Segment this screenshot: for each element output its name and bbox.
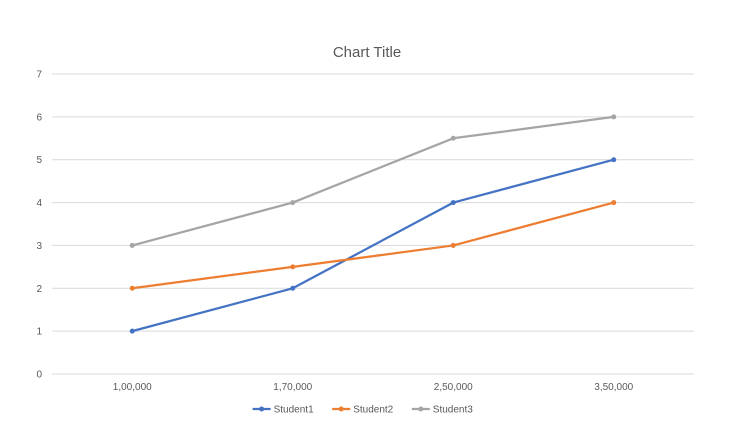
y-tick-label: 6 bbox=[36, 112, 42, 123]
chart-title: Chart Title bbox=[333, 44, 401, 61]
x-tick-label: 2,50,000 bbox=[434, 382, 473, 393]
x-tick-label: 3,50,000 bbox=[594, 382, 633, 393]
legend-label: Student3 bbox=[433, 405, 473, 416]
legend-swatch-marker bbox=[259, 406, 265, 412]
series-student3 bbox=[129, 114, 617, 248]
series-lines bbox=[129, 114, 617, 334]
gridlines bbox=[52, 73, 694, 375]
legend: Student1 Student2 Student3 bbox=[252, 405, 473, 416]
data-point bbox=[611, 200, 617, 206]
legend-item: Student3 bbox=[411, 405, 473, 416]
data-point bbox=[290, 285, 296, 291]
series-line bbox=[131, 115, 615, 247]
y-tick-label: 3 bbox=[36, 241, 42, 252]
legend-item: Student2 bbox=[332, 405, 394, 416]
x-tick-label: 1,70,000 bbox=[273, 382, 312, 393]
y-tick-label: 1 bbox=[36, 327, 42, 338]
data-point bbox=[611, 157, 617, 163]
data-point bbox=[129, 328, 135, 334]
y-tick-label: 4 bbox=[36, 198, 42, 209]
legend-swatch-marker bbox=[418, 406, 424, 412]
y-tick-label: 7 bbox=[36, 70, 42, 81]
series-line bbox=[131, 158, 615, 333]
x-tick-label: 1,00,000 bbox=[113, 382, 152, 393]
legend-swatch-marker bbox=[338, 406, 344, 412]
series-student1 bbox=[129, 157, 617, 334]
data-point bbox=[450, 200, 456, 206]
data-point bbox=[290, 200, 296, 206]
y-tick-label: 0 bbox=[36, 370, 42, 381]
data-point bbox=[450, 242, 456, 248]
series-line bbox=[131, 201, 615, 290]
data-point bbox=[129, 242, 135, 248]
data-point bbox=[611, 114, 617, 120]
data-point bbox=[129, 285, 135, 291]
data-point bbox=[450, 135, 456, 141]
y-tick-label: 5 bbox=[36, 155, 42, 166]
legend-item: Student1 bbox=[252, 405, 314, 416]
y-axis-ticks: 0 1 2 3 4 5 6 7 bbox=[36, 70, 42, 381]
series-student2 bbox=[129, 200, 617, 291]
legend-label: Student1 bbox=[274, 405, 314, 416]
y-tick-label: 2 bbox=[36, 284, 42, 295]
legend-label: Student2 bbox=[353, 405, 393, 416]
x-axis-ticks: 1,00,000 1,70,000 2,50,000 3,50,000 bbox=[113, 382, 634, 393]
data-point bbox=[290, 264, 296, 270]
